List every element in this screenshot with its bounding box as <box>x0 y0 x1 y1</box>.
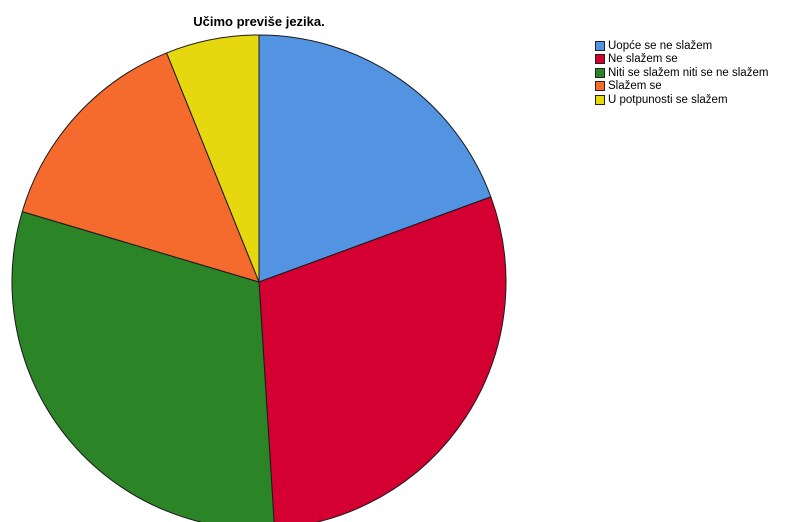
pie-slice <box>258 196 507 522</box>
legend-item: Niti se slažem niti se ne slažem <box>595 66 768 80</box>
legend-item: U potpunosti se slažem <box>595 93 768 107</box>
legend-item: Ne slažem se <box>595 53 768 67</box>
pie-slice <box>258 34 492 283</box>
pie-slice <box>21 52 260 283</box>
legend-label: Niti se slažem niti se ne slažem <box>608 66 769 79</box>
legend-label: Slažem se <box>608 80 662 93</box>
legend-swatch <box>595 81 605 92</box>
legend-swatch <box>595 67 605 78</box>
pie-slice <box>166 34 260 283</box>
pie-slice <box>11 211 275 522</box>
chart-title: Učimo previše jezika. <box>193 14 325 29</box>
legend-label: U potpunosti se slažem <box>608 93 728 106</box>
legend-swatch <box>595 54 605 65</box>
legend-swatch <box>595 94 605 105</box>
legend-item: Uopće se ne slažem <box>595 39 768 53</box>
legend-label: Ne slažem se <box>608 53 678 66</box>
legend-swatch <box>595 40 605 51</box>
legend: Uopće se ne slažem Ne slažem se Niti se … <box>595 39 768 107</box>
legend-item: Slažem se <box>595 80 768 94</box>
legend-label: Uopće se ne slažem <box>608 39 713 52</box>
